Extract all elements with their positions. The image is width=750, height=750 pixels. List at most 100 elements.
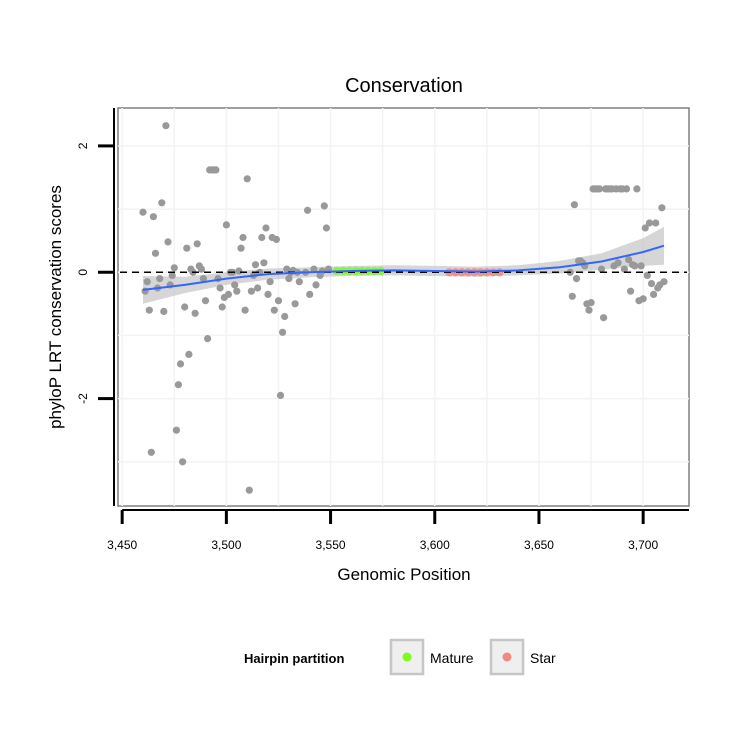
data-point <box>627 287 635 295</box>
data-point <box>262 224 270 232</box>
data-point <box>304 206 312 214</box>
legend-item-mature: Mature <box>389 638 474 676</box>
data-point <box>637 262 645 270</box>
data-point <box>224 290 232 298</box>
data-point <box>322 224 330 232</box>
data-point <box>639 295 647 303</box>
confidence-ribbon <box>143 226 664 304</box>
data-point <box>151 249 160 257</box>
data-point <box>658 204 666 212</box>
data-point <box>647 280 656 288</box>
data-point <box>310 265 318 273</box>
x-tick-label: 3,650 <box>524 538 554 552</box>
y-tick-label: 0 <box>76 269 90 276</box>
x-tick-label: 3,450 <box>107 538 137 552</box>
data-point <box>652 219 660 227</box>
data-point <box>254 284 262 292</box>
legend-swatch-star <box>502 652 512 662</box>
x-tick-label: 3,500 <box>211 538 241 552</box>
data-point <box>645 219 654 227</box>
data-point <box>143 278 151 286</box>
data-point <box>199 275 207 283</box>
data-point <box>570 201 579 209</box>
data-point <box>235 267 243 275</box>
smooth-trend-line <box>142 244 665 291</box>
x-axis-title: Genomic Position <box>337 565 470 584</box>
panel-background <box>117 107 690 507</box>
chart-title: Conservation <box>345 75 463 97</box>
data-point <box>197 265 205 273</box>
data-point <box>281 312 289 321</box>
data-point <box>585 306 593 314</box>
data-point <box>237 244 245 252</box>
data-point <box>622 185 631 193</box>
data-point <box>222 221 230 229</box>
data-point <box>264 290 272 298</box>
data-point <box>168 271 176 279</box>
data-point <box>191 309 199 317</box>
data-point <box>147 448 155 456</box>
plot-panel <box>117 107 690 507</box>
legend-item-star: Star <box>489 638 556 676</box>
data-point <box>174 381 182 389</box>
data-point <box>266 278 274 286</box>
data-point <box>216 284 224 292</box>
data-point <box>193 240 201 248</box>
data-point <box>620 265 629 273</box>
data-point <box>295 278 303 286</box>
data-point <box>291 300 299 308</box>
data-point <box>201 297 210 305</box>
x-tick-label: 3,600 <box>420 538 450 552</box>
data-point <box>139 208 147 216</box>
data-point <box>258 233 266 242</box>
data-point <box>306 290 314 298</box>
data-point <box>160 307 168 315</box>
data-point <box>251 261 260 269</box>
data-point <box>597 265 606 273</box>
data-point <box>660 278 668 286</box>
data-point <box>183 244 191 252</box>
data-point <box>572 275 581 283</box>
data-point <box>247 287 255 295</box>
y-axis: 2 0 -2 <box>76 108 115 506</box>
data-point <box>170 264 178 272</box>
data-point <box>633 185 641 193</box>
data-point <box>185 350 193 358</box>
data-point <box>279 328 287 336</box>
data-point <box>650 290 658 298</box>
x-tick-label: 3,550 <box>316 538 346 552</box>
data-point <box>272 235 280 243</box>
data-point <box>212 166 220 174</box>
data-point <box>270 306 278 314</box>
data-point <box>276 391 285 399</box>
x-tick-label: 3,700 <box>628 538 658 552</box>
data-point <box>260 259 268 267</box>
data-point <box>568 292 576 300</box>
data-point <box>149 213 157 221</box>
legend-swatch-mature <box>402 652 412 662</box>
data-point <box>218 303 226 311</box>
data-point <box>274 297 283 305</box>
data-point <box>243 175 251 183</box>
data-point <box>614 259 622 267</box>
data-point <box>239 233 247 242</box>
y-tick-label: -2 <box>76 393 90 404</box>
confidence-ribbon-layer <box>143 226 664 304</box>
data-point <box>204 335 212 343</box>
data-point <box>320 202 328 210</box>
data-point <box>312 281 320 289</box>
data-point <box>595 185 604 193</box>
data-point <box>231 281 239 289</box>
data-point <box>631 262 639 270</box>
data-point <box>164 238 172 246</box>
data-point <box>285 275 293 283</box>
data-point <box>643 271 651 279</box>
legend-title: Hairpin partition <box>244 651 344 666</box>
data-point <box>181 303 189 311</box>
grid-lines <box>118 108 689 506</box>
data-point <box>625 256 633 264</box>
legend-label-mature: Mature <box>430 650 474 666</box>
data-point <box>587 299 595 307</box>
data-point <box>145 306 153 314</box>
legend: Hairpin partition Mature Star <box>244 638 556 676</box>
